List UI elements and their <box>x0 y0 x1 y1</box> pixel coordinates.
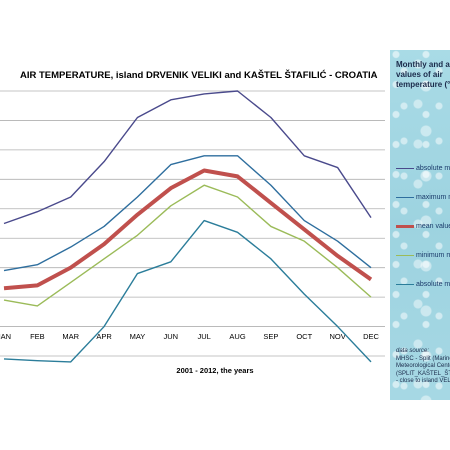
chart-title: AIR TEMPERATURE, island DRVENIK VELIKI a… <box>20 70 378 81</box>
x-tick-label: FEB <box>30 332 45 341</box>
legend-item: maximum m <box>396 194 450 204</box>
legend-item: absolute m <box>396 165 450 175</box>
x-tick-label: DEC <box>363 332 379 341</box>
x-axis-caption: 2001 - 2012, the years <box>176 366 254 375</box>
series-line <box>3 90 372 225</box>
legend-item: minimum m <box>396 252 450 262</box>
legend-item: mean value <box>396 223 450 233</box>
legend-panel-title: Monthly and an values of air temperature… <box>396 60 450 89</box>
data-source-note: data source: MHSC - Split (Marine Meteor… <box>396 348 450 386</box>
legend-label: minimum m <box>416 252 450 259</box>
legend-swatch <box>396 255 414 256</box>
x-tick-label: AUG <box>229 332 245 341</box>
legend-item: absolute m <box>396 281 450 291</box>
x-tick-label: SEP <box>263 332 278 341</box>
legend-label: mean value <box>416 223 450 230</box>
chart-plot: JAN FEB MAR APR MAY JUN JUL AUG SEP OCT NOV DEC <box>0 90 385 363</box>
x-tick-label: MAR <box>62 332 79 341</box>
legend-label: absolute m <box>416 281 450 288</box>
x-tick-label: JUL <box>198 332 211 341</box>
chart-slide <box>0 50 450 400</box>
x-tick-label: JAN <box>0 332 11 341</box>
x-tick-label: OCT <box>296 332 312 341</box>
x-tick-label: NOV <box>330 332 346 341</box>
series-line <box>3 155 372 272</box>
legend-label: absolute m <box>416 165 450 172</box>
x-tick-label: JUN <box>164 332 179 341</box>
series-line <box>3 219 372 363</box>
x-tick-label: MAY <box>130 332 146 341</box>
series-line <box>3 184 372 307</box>
data-source-heading: data source: <box>396 348 430 354</box>
legend-swatch <box>396 284 414 285</box>
x-tick-label: APR <box>96 332 112 341</box>
legend-panel: Monthly and an values of air temperature… <box>390 50 450 400</box>
legend-swatch <box>396 197 414 198</box>
legend-swatch <box>396 225 414 228</box>
legend-label: maximum m <box>416 194 450 201</box>
data-source-text: MHSC - Split (Marine Meteorological Cent… <box>396 355 450 385</box>
legend-swatch <box>396 168 414 169</box>
series-line <box>3 168 373 291</box>
